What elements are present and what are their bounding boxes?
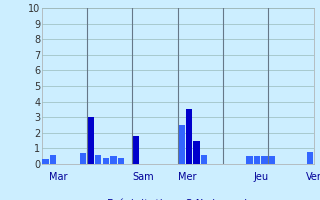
Text: Ven: Ven	[306, 172, 320, 182]
Bar	[80, 153, 86, 164]
Bar	[103, 158, 109, 164]
Bar	[193, 141, 200, 164]
Text: Mar: Mar	[49, 172, 68, 182]
Bar	[307, 152, 313, 164]
Text: Sam: Sam	[132, 172, 154, 182]
Bar	[50, 155, 56, 164]
Bar	[254, 156, 260, 164]
Text: Précipitations 24h ( mm ): Précipitations 24h ( mm )	[107, 198, 248, 200]
Bar	[261, 156, 268, 164]
Text: Mer: Mer	[178, 172, 196, 182]
Bar	[178, 125, 185, 164]
Text: Jeu: Jeu	[253, 172, 268, 182]
Bar	[87, 117, 94, 164]
Bar	[42, 159, 49, 164]
Bar	[246, 156, 252, 164]
Bar	[133, 136, 139, 164]
Bar	[95, 155, 101, 164]
Bar	[110, 156, 116, 164]
Bar	[118, 158, 124, 164]
Bar	[201, 155, 207, 164]
Bar	[269, 156, 275, 164]
Bar	[186, 109, 192, 164]
